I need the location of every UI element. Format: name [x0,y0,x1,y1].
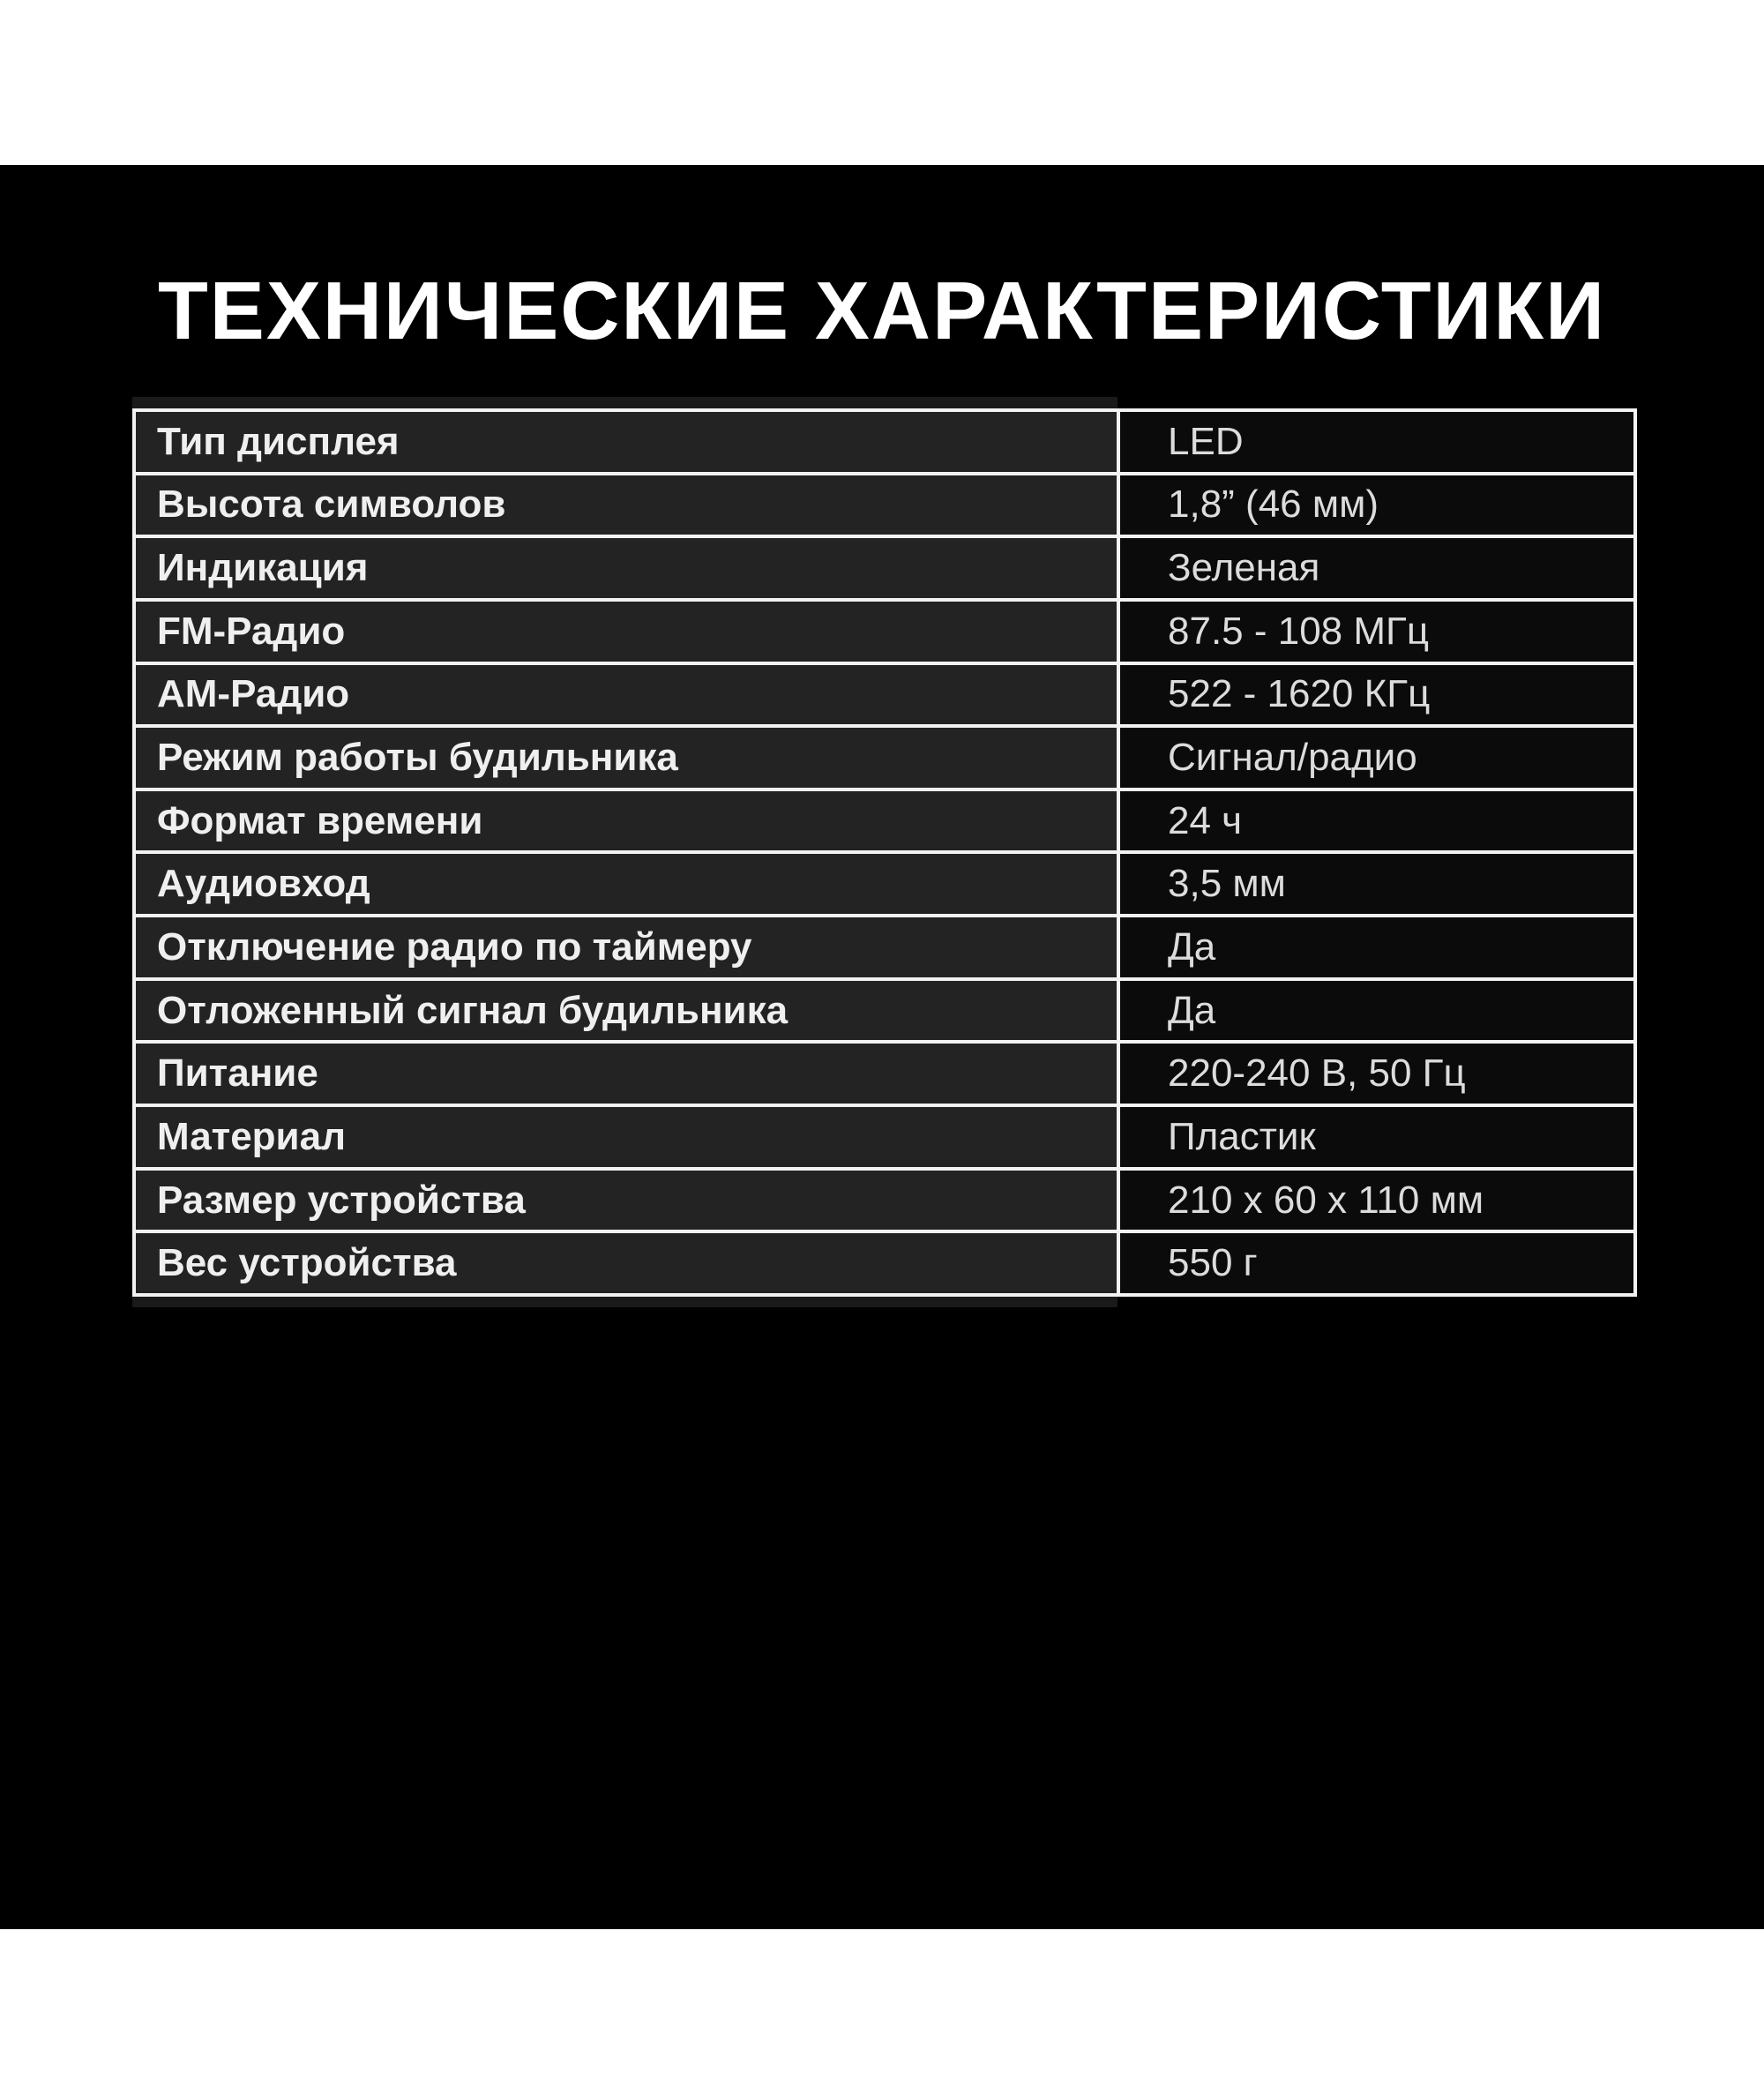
table-row: Формат времени 24 ч [132,787,1637,855]
spec-value: 522 - 1620 КГц [1117,661,1637,729]
table-row: Размер устройства 210 x 60 x 110 мм [132,1166,1637,1234]
spec-value: 550 г [1117,1230,1637,1297]
table-row: Материал Пластик [132,1104,1637,1171]
spec-label: Индикация [132,535,1120,602]
spec-value: 220-240 В, 50 Гц [1117,1040,1637,1108]
table-row: Высота символов 1,8” (46 мм) [132,471,1637,539]
table-edge-shadow-top [132,397,1117,408]
spec-value: 1,8” (46 мм) [1117,471,1637,539]
spec-label: Режим работы будильника [132,724,1120,791]
spec-value: Пластик [1117,1104,1637,1171]
spec-table: Тип дисплея LED Высота символов 1,8” (46 мм… [132,408,1637,1297]
table-row: Отложенный сигнал будильника Да [132,976,1637,1044]
table-row: Отключение радио по таймеру Да [132,914,1637,981]
table-row: Тип дисплея LED [132,408,1637,475]
spec-value: 3,5 мм [1117,850,1637,918]
spec-label: Высота символов [132,471,1120,539]
page-title: ТЕХНИЧЕСКИЕ ХАРАКТЕРИСТИКИ [158,265,1606,356]
spec-value: Да [1117,976,1637,1044]
spec-label: Размер устройства [132,1166,1120,1234]
table-row: Питание 220-240 В, 50 Гц [132,1040,1637,1108]
table-row: Индикация Зеленая [132,535,1637,602]
spec-label: Отложенный сигнал будильника [132,976,1120,1044]
spec-label: Формат времени [132,787,1120,855]
table-row: АМ-Радио 522 - 1620 КГц [132,661,1637,729]
spec-value: Сигнал/радио [1117,724,1637,791]
spec-label: Тип дисплея [132,408,1120,475]
spec-label: Отключение радио по таймеру [132,914,1120,981]
table-edge-shadow-bottom [132,1297,1117,1307]
spec-label: АМ-Радио [132,661,1120,729]
spec-label: FM-Радио [132,597,1120,665]
table-row: Режим работы будильника Сигнал/радио [132,724,1637,791]
spec-value: LED [1117,408,1637,475]
spec-value: Да [1117,914,1637,981]
table-row: Аудиовход 3,5 мм [132,850,1637,918]
spec-value: Зеленая [1117,535,1637,602]
spec-value: 210 x 60 x 110 мм [1117,1166,1637,1234]
spec-label: Материал [132,1104,1120,1171]
table-row: Вес устройства 550 г [132,1230,1637,1297]
table-row: FM-Радио 87.5 - 108 МГц [132,597,1637,665]
spec-value: 87.5 - 108 МГц [1117,597,1637,665]
spec-label: Вес устройства [132,1230,1120,1297]
spec-value: 24 ч [1117,787,1637,855]
spec-table-body: Тип дисплея LED Высота символов 1,8” (46 мм… [132,408,1637,1297]
spec-label: Аудиовход [132,850,1120,918]
spec-label: Питание [132,1040,1120,1108]
